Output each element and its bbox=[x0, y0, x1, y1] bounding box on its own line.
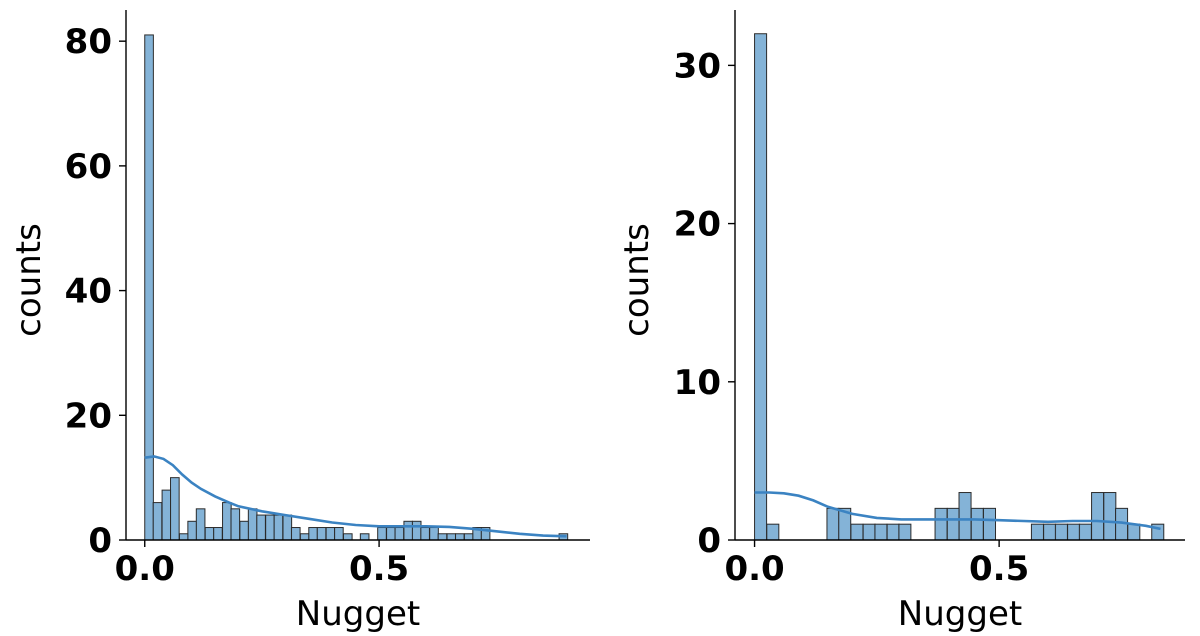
chart-left: 0 20 40 60 80 0.0 0.5 Nugget counts bbox=[9, 10, 590, 634]
histogram-bar bbox=[308, 527, 318, 541]
y-axis-label-left: counts bbox=[9, 223, 49, 337]
histogram-bars-left bbox=[144, 34, 569, 541]
y-tick-label: 10 bbox=[674, 363, 721, 403]
x-ticks-right: 0.0 0.5 bbox=[724, 540, 1029, 589]
histogram-bar bbox=[1078, 523, 1092, 541]
x-ticks-left: 0.0 0.5 bbox=[115, 540, 409, 589]
histogram-bar bbox=[970, 507, 984, 541]
histogram-bar bbox=[213, 527, 223, 541]
x-tick-label: 0.5 bbox=[349, 549, 409, 589]
histogram-bar bbox=[403, 520, 414, 541]
histogram-bar bbox=[454, 533, 465, 541]
kde-line-left bbox=[144, 455, 567, 538]
histogram-bar bbox=[766, 523, 780, 541]
chart-right: 0 10 20 30 0.0 0.5 Nugget counts bbox=[617, 10, 1185, 634]
y-ticks-right: 0 10 20 30 bbox=[674, 46, 735, 561]
histogram-bar bbox=[204, 527, 215, 541]
x-tick-label: 0.0 bbox=[724, 549, 784, 589]
histogram-bar bbox=[946, 507, 960, 541]
y-axis-label-right: counts bbox=[617, 223, 657, 337]
y-tick-label: 60 bbox=[65, 147, 112, 187]
x-tick-label: 0.5 bbox=[969, 549, 1029, 589]
histogram-bar bbox=[377, 527, 387, 541]
histogram-bar bbox=[239, 520, 250, 541]
histogram-bar bbox=[161, 489, 172, 541]
histogram-bar bbox=[754, 33, 768, 541]
histogram-bar bbox=[282, 514, 293, 541]
histogram-bar bbox=[1103, 492, 1117, 541]
y-tick-label: 80 bbox=[65, 22, 112, 62]
histogram-bar bbox=[411, 520, 422, 541]
histogram-bar bbox=[334, 527, 344, 541]
histogram-bar bbox=[144, 34, 154, 541]
histogram-bar bbox=[359, 533, 370, 541]
y-tick-label: 0 bbox=[88, 521, 112, 561]
histogram-bar bbox=[886, 523, 900, 541]
histogram-bar bbox=[222, 502, 232, 541]
kde-line-right bbox=[754, 491, 1161, 531]
histogram-bar bbox=[420, 527, 430, 541]
x-axis-label-left: Nugget bbox=[296, 594, 420, 634]
histogram-bar bbox=[187, 520, 197, 541]
histogram-bar bbox=[394, 527, 405, 541]
y-tick-label: 0 bbox=[697, 521, 721, 561]
y-tick-label: 20 bbox=[674, 205, 721, 245]
histogram-bar bbox=[1054, 523, 1068, 541]
y-tick-label: 40 bbox=[65, 272, 112, 312]
histogram-bar bbox=[1030, 523, 1044, 541]
y-tick-label: 30 bbox=[674, 46, 721, 86]
histogram-bars-right bbox=[754, 33, 1165, 541]
histogram-bar bbox=[429, 527, 439, 541]
histogram-bar bbox=[230, 508, 241, 541]
histogram-bar bbox=[170, 477, 180, 541]
histogram-bar bbox=[958, 492, 972, 541]
histogram-bar bbox=[1127, 523, 1141, 541]
y-tick-label: 20 bbox=[65, 396, 112, 436]
histogram-bar bbox=[265, 514, 275, 541]
histogram-bar bbox=[256, 514, 266, 541]
histogram-bar bbox=[299, 533, 310, 541]
histogram-bar bbox=[247, 508, 258, 541]
x-tick-label: 0.0 bbox=[115, 549, 175, 589]
histogram-bar bbox=[273, 514, 284, 541]
histogram-bar bbox=[850, 523, 864, 541]
histogram-bar bbox=[325, 527, 336, 541]
histogram-bar bbox=[1067, 523, 1081, 541]
histogram-bar bbox=[195, 508, 206, 541]
histogram-bar bbox=[342, 533, 353, 541]
histogram-bar bbox=[463, 533, 474, 541]
histogram-bar bbox=[152, 502, 163, 541]
histogram-bar bbox=[316, 527, 327, 541]
histogram-bar bbox=[826, 507, 840, 541]
x-axis-label-right: Nugget bbox=[898, 594, 1022, 634]
y-ticks-left: 0 20 40 60 80 bbox=[65, 22, 126, 561]
histogram-bar bbox=[386, 527, 396, 541]
histogram-bar bbox=[874, 523, 888, 541]
histogram-bar bbox=[178, 533, 189, 541]
histogram-bar bbox=[1043, 523, 1057, 541]
histogram-bar bbox=[934, 507, 948, 541]
histogram-bar bbox=[446, 533, 457, 541]
histogram-bar bbox=[862, 523, 876, 541]
histogram-bar bbox=[898, 523, 912, 541]
histogram-bar bbox=[1091, 492, 1105, 541]
histogram-bar bbox=[290, 527, 301, 541]
histogram-bar bbox=[437, 533, 448, 541]
histogram-bar bbox=[982, 507, 997, 541]
